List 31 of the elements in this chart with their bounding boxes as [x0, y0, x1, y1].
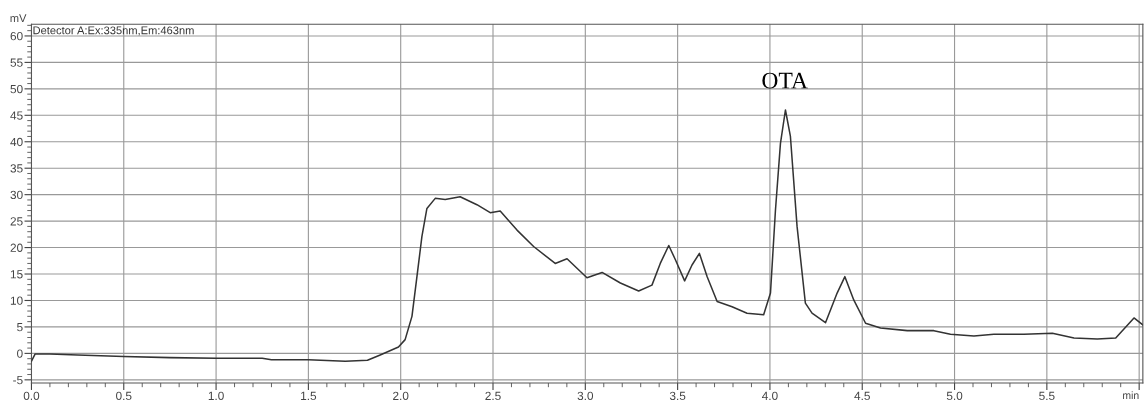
x-tick-label: 3.0	[577, 391, 594, 401]
y-tick-label: 35	[10, 164, 23, 173]
x-tick-label: 5.0	[946, 391, 963, 401]
y-tick-label: 50	[10, 84, 23, 94]
x-tick-label: 1.0	[208, 391, 224, 401]
x-tick-label: 1.5	[301, 391, 317, 401]
x-tick-label: 3.5	[669, 391, 686, 401]
line-series	[31, 109, 1143, 363]
annotation: Detector A:Ex:335nm,Em:463nm	[33, 26, 194, 36]
y-tick-label: 10	[10, 296, 23, 305]
y-tick-label: 45	[10, 111, 23, 120]
x-tick-label: 0.5	[116, 391, 132, 401]
x-tick-label: 4.5	[854, 391, 870, 401]
y-tick-label: 0	[17, 349, 23, 358]
annotation: OTA	[762, 72, 808, 89]
y-axis-title: mV	[10, 14, 27, 22]
x-tick-label: min	[1123, 391, 1139, 399]
y-tick-label: 55	[10, 58, 23, 67]
y-tick-label: -5	[13, 375, 23, 385]
x-tick-label: 2.5	[485, 391, 501, 401]
y-tick-label: 25	[10, 217, 23, 226]
y-tick-label: 15	[10, 270, 23, 279]
x-tick-label: 5.5	[1039, 391, 1055, 401]
x-tick-label: 4.0	[762, 391, 778, 401]
x-tick-label: 2.0	[393, 391, 409, 401]
y-tick-label: 40	[10, 137, 23, 147]
y-tick-label: 5	[17, 323, 23, 332]
y-tick-label: 30	[10, 190, 23, 200]
x-tick-label: 0.0	[23, 391, 40, 401]
y-tick-label: 60	[10, 31, 23, 41]
y-tick-label: 20	[10, 243, 23, 252]
